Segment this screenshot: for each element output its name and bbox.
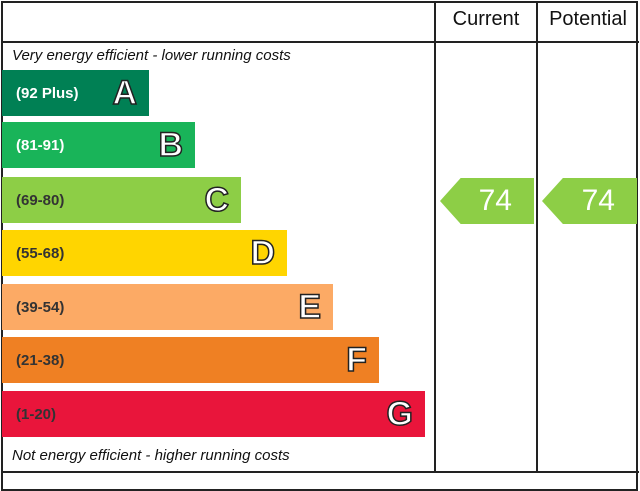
band-range: (69-80) bbox=[16, 191, 65, 209]
potential-rating-value: 74 bbox=[581, 184, 615, 217]
band-b: (81-91) B bbox=[2, 122, 195, 168]
band-range: (39-54) bbox=[16, 298, 65, 316]
band-letter: D bbox=[250, 233, 276, 273]
band-range: (81-91) bbox=[16, 136, 65, 154]
band-g: (1-20) G bbox=[2, 391, 425, 437]
footer-divider bbox=[1, 471, 639, 473]
band-e: (39-54) E bbox=[2, 284, 333, 330]
band-range: (21-38) bbox=[16, 351, 65, 369]
current-header: Current bbox=[452, 8, 520, 30]
column-divider bbox=[536, 1, 538, 473]
potential-header: Potential bbox=[549, 8, 627, 30]
bottom-note: Not energy efficient - higher running co… bbox=[12, 447, 290, 464]
band-range: (55-68) bbox=[16, 244, 65, 262]
band-c: (69-80) C bbox=[2, 177, 241, 223]
potential-rating-arrow: 74 bbox=[542, 178, 637, 224]
band-range: (1-20) bbox=[16, 405, 57, 423]
band-f: (21-38) F bbox=[2, 337, 379, 383]
band-letter: A bbox=[112, 73, 138, 113]
current-rating-arrow: 74 bbox=[440, 178, 534, 224]
band-letter: C bbox=[204, 180, 230, 220]
header-divider bbox=[1, 41, 639, 43]
band-letter: E bbox=[298, 287, 322, 327]
band-letter: F bbox=[345, 340, 367, 380]
current-rating-value: 74 bbox=[478, 184, 512, 217]
top-note: Very energy efficient - lower running co… bbox=[12, 47, 291, 64]
column-divider bbox=[434, 1, 436, 473]
band-d: (55-68) D bbox=[2, 230, 287, 276]
band-a: (92 Plus) A bbox=[2, 70, 149, 116]
band-letter: B bbox=[158, 125, 184, 165]
band-range: (92 Plus) bbox=[16, 84, 79, 102]
band-letter: G bbox=[386, 394, 414, 434]
